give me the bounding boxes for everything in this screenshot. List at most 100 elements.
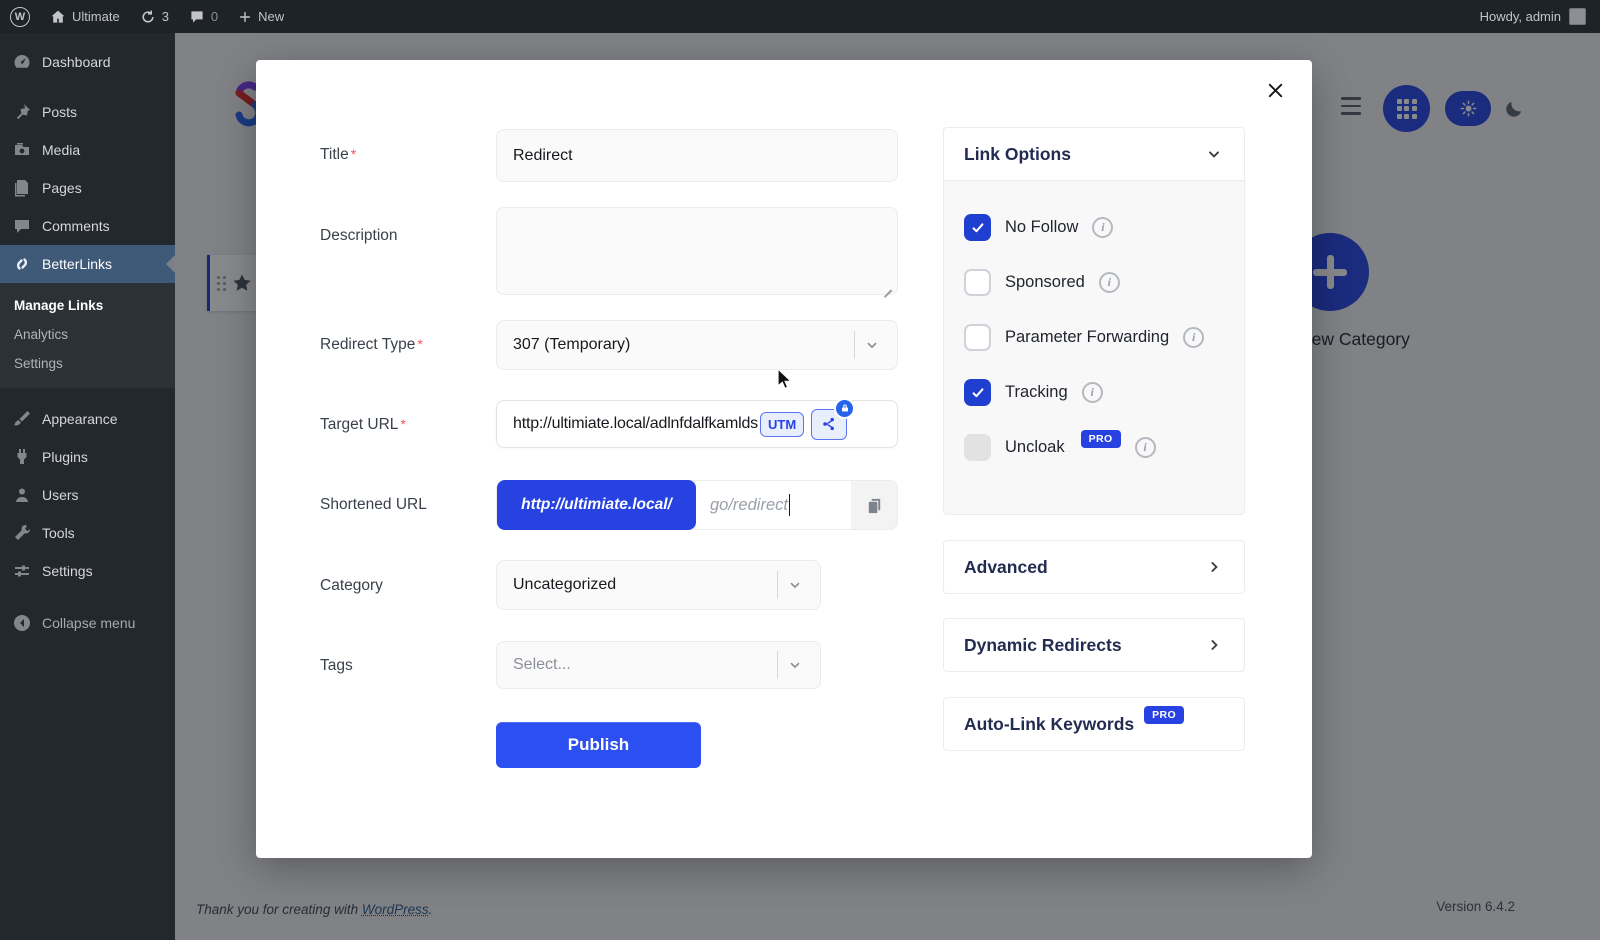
new-label: New [258, 9, 285, 24]
updates-count: 3 [161, 9, 169, 24]
betterlinks-submenu: Manage Links Analytics Settings [0, 283, 175, 388]
user-avatar[interactable] [1569, 8, 1586, 25]
sidebar-item-media[interactable]: Media [0, 131, 175, 169]
shortened-url-label: Shortened URL [320, 496, 427, 514]
pro-badge: PRO [1080, 429, 1121, 448]
label-text: Tags [320, 657, 353, 674]
link-options-header[interactable]: Link Options [943, 127, 1245, 181]
shortened-url-slug-input[interactable]: go/redirect [696, 481, 851, 529]
sidebar-item-comments[interactable]: Comments [0, 207, 175, 245]
sidebar-item-plugins[interactable]: Plugins [0, 438, 175, 476]
collapse-label: Collapse menu [42, 615, 136, 631]
tags-placeholder: Select... [513, 656, 571, 673]
sponsored-checkbox[interactable] [964, 269, 991, 296]
option-label: Uncloak [1005, 438, 1065, 456]
share-icon [823, 417, 835, 431]
sidebar-item-appearance[interactable]: Appearance [0, 400, 175, 438]
howdy-text[interactable]: Howdy, admin [1479, 9, 1561, 24]
sidebar-item-dashboard[interactable]: Dashboard [0, 43, 175, 81]
submenu-label: Settings [14, 356, 63, 371]
plus-icon [240, 11, 251, 22]
option-sponsored: Sponsored [964, 269, 1224, 296]
pro-badge: PRO [1144, 706, 1185, 724]
admin-bar: Ultimate 3 0 New Howdy, admin [0, 0, 1600, 33]
link-options-title: Link Options [964, 143, 1071, 164]
target-url-label: Target URL * [320, 416, 406, 434]
info-icon[interactable] [1092, 217, 1114, 238]
category-value: Uncategorized [513, 576, 617, 593]
wp-logo-menu[interactable] [0, 0, 40, 33]
shortened-url-group: http://ultimiate.local/ go/redirect [496, 480, 898, 530]
copy-button[interactable] [851, 496, 897, 515]
comments-menu[interactable]: 0 [179, 0, 228, 33]
comments-bubble-icon [191, 10, 203, 23]
sidebar-item-users[interactable]: Users [0, 476, 175, 514]
new-link-modal: Title * Redirect Description Redirect Typ… [256, 60, 1312, 858]
chevron-right-icon [1206, 559, 1224, 575]
lock-icon [841, 404, 848, 412]
publish-button[interactable]: Publish [496, 722, 701, 768]
tags-select[interactable]: Select... [496, 641, 821, 689]
utm-button[interactable]: UTM [759, 411, 805, 437]
sidebar-label: Users [42, 487, 79, 503]
label-text: Target URL [320, 416, 399, 433]
text-caret [788, 494, 791, 516]
sidebar-item-tools[interactable]: Tools [0, 514, 175, 552]
link-options-body: No Follow Sponsored Parameter Forwarding… [943, 181, 1245, 515]
plugins-icon [17, 449, 27, 464]
new-content-menu[interactable]: New [228, 0, 294, 33]
content-area: New Category Thank you for creating with… [175, 33, 1600, 940]
title-value: Redirect [513, 146, 573, 164]
check-icon [972, 222, 983, 232]
advanced-header[interactable]: Advanced [943, 540, 1245, 594]
close-modal-button[interactable] [1262, 77, 1288, 103]
pages-icon [15, 180, 28, 197]
option-label: Parameter Forwarding [1005, 328, 1170, 346]
redirect-type-select[interactable]: 307 (Temporary) [496, 320, 898, 370]
required-mark: * [417, 336, 423, 352]
parameter-forwarding-checkbox[interactable] [964, 324, 991, 351]
info-icon[interactable] [1098, 272, 1120, 293]
submenu-label: Analytics [14, 327, 69, 342]
title-input[interactable]: Redirect [496, 129, 898, 182]
option-tracking: Tracking [964, 379, 1224, 406]
dynamic-redirects-section: Dynamic Redirects [943, 618, 1245, 672]
info-icon[interactable] [1183, 327, 1205, 348]
info-icon[interactable] [1081, 382, 1103, 403]
redirect-type-value: 307 (Temporary) [513, 336, 631, 353]
submenu-analytics[interactable]: Analytics [0, 320, 175, 349]
submenu-label: Manage Links [14, 298, 104, 313]
sidebar-item-pages[interactable]: Pages [0, 169, 175, 207]
submenu-manage-links[interactable]: Manage Links [0, 291, 175, 320]
category-select[interactable]: Uncategorized [496, 560, 821, 610]
updates-menu[interactable]: 3 [130, 0, 179, 33]
close-icon [1268, 83, 1282, 97]
site-name-menu[interactable]: Ultimate [40, 0, 130, 33]
sidebar-item-posts[interactable]: Posts [0, 93, 175, 131]
dynamic-redirects-header[interactable]: Dynamic Redirects [943, 618, 1245, 672]
shortened-url-prefix: http://ultimiate.local/ [497, 480, 696, 530]
label-text: Redirect Type [320, 336, 416, 353]
admin-sidebar: Dashboard Posts Media Pages Comments Bet… [0, 33, 175, 940]
redirect-type-label: Redirect Type * [320, 336, 423, 354]
sidebar-item-betterlinks[interactable]: BetterLinks [0, 245, 175, 283]
sidebar-label: BetterLinks [42, 256, 113, 272]
share-button[interactable] [811, 397, 856, 440]
updates-icon [142, 10, 154, 23]
no-follow-checkbox[interactable] [964, 214, 991, 241]
tracking-checkbox[interactable] [964, 379, 991, 406]
pin-icon [16, 104, 30, 120]
description-textarea[interactable] [496, 207, 898, 295]
sidebar-label: Media [42, 142, 81, 158]
info-icon[interactable] [1134, 437, 1156, 458]
submenu-settings[interactable]: Settings [0, 349, 175, 378]
sidebar-item-settings[interactable]: Settings [0, 552, 175, 590]
resize-handle[interactable] [882, 280, 892, 290]
betterlinks-icon [17, 258, 27, 270]
auto-link-keywords-section: Auto-Link Keywords PRO [943, 697, 1245, 751]
target-url-input[interactable]: http://ultimiate.local/adlnfdalfkamlds U… [496, 397, 898, 448]
collapse-menu-button[interactable]: Collapse menu [0, 604, 175, 642]
auto-link-keywords-header[interactable]: Auto-Link Keywords PRO [943, 697, 1245, 751]
uncloak-checkbox[interactable] [964, 434, 991, 461]
sidebar-label: Dashboard [42, 54, 111, 70]
